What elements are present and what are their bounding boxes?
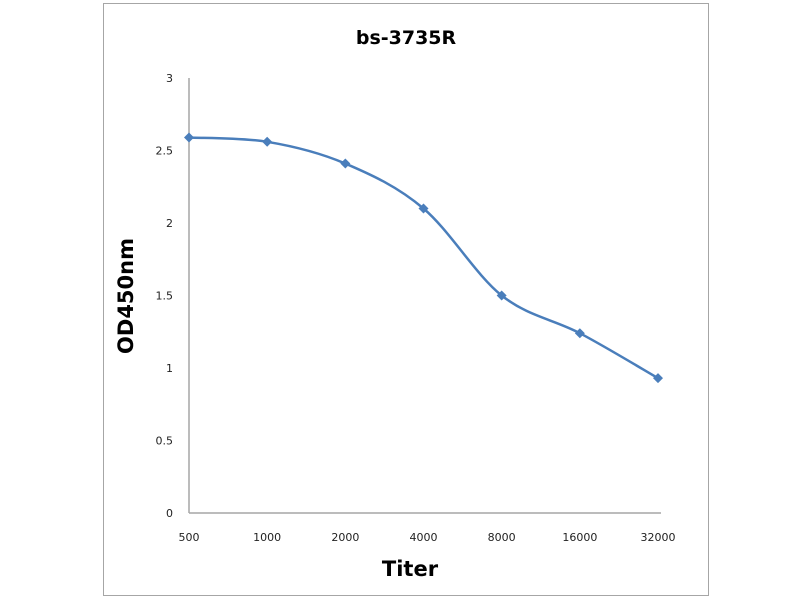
y-axis-label: OD450nm xyxy=(114,238,138,354)
chart-frame xyxy=(103,3,709,596)
chart-title: bs-3735R xyxy=(356,27,457,49)
x-tick-label: 16000 xyxy=(562,531,597,544)
y-tick-label: 2 xyxy=(166,217,173,230)
y-tick-label: 1 xyxy=(166,362,173,375)
x-axis-label: Titer xyxy=(382,557,439,581)
y-tick-label: 0.5 xyxy=(156,435,174,448)
x-tick-label: 4000 xyxy=(410,531,438,544)
data-point-marker xyxy=(574,328,585,339)
series-line xyxy=(188,136,659,380)
data-point-marker xyxy=(653,373,663,384)
y-tick-label: 3 xyxy=(166,72,173,85)
x-tick-label: 1000 xyxy=(253,531,281,544)
x-tick-label: 500 xyxy=(179,531,200,544)
x-tick-label: 32000 xyxy=(641,531,676,544)
data-point-marker xyxy=(340,158,351,169)
y-tick-label: 2.5 xyxy=(156,145,174,158)
data-point-marker xyxy=(262,136,273,147)
x-tick-label: 2000 xyxy=(331,531,359,544)
data-point-marker xyxy=(184,132,194,143)
x-tick-label: 8000 xyxy=(488,531,516,544)
data-point-marker xyxy=(418,203,429,214)
y-tick-label: 0 xyxy=(166,507,173,520)
data-point-marker xyxy=(496,290,507,301)
y-tick-label: 1.5 xyxy=(156,290,174,303)
